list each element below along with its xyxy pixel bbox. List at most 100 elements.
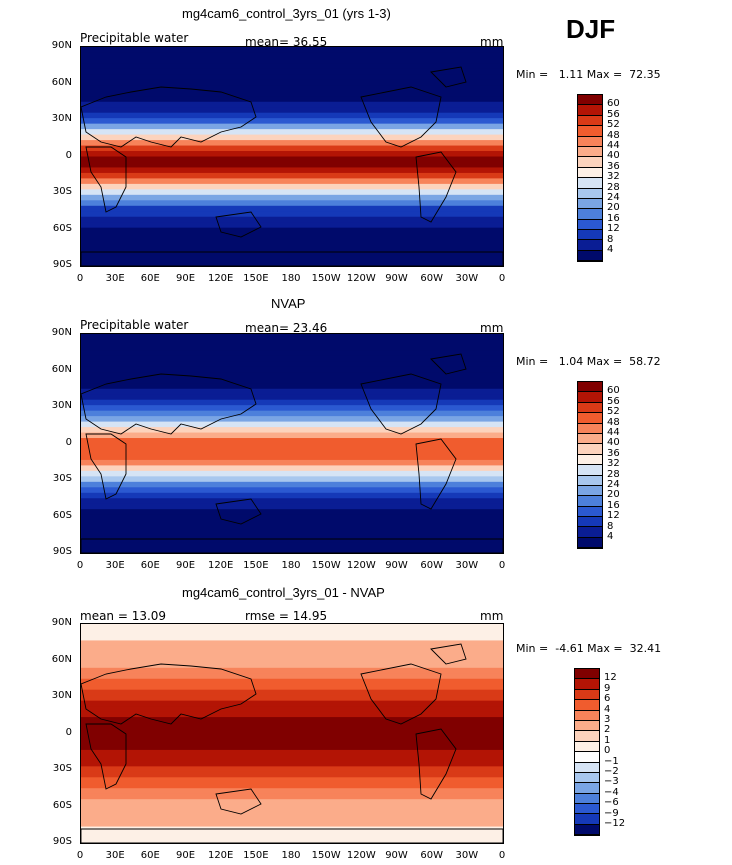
x-tick-label: 90W — [385, 850, 408, 861]
field-band — [81, 151, 503, 158]
panel-3-title: mg4cam6_control_3yrs_01 - NVAP — [182, 585, 385, 600]
field-band — [81, 140, 503, 147]
x-tick-label: 120E — [207, 850, 234, 861]
coastline — [215, 788, 262, 815]
colorbar-label: 9 — [604, 682, 611, 694]
colorbar-label: 56 — [607, 395, 620, 407]
colorbar-label: 28 — [607, 468, 620, 480]
field-band — [81, 189, 503, 196]
field-band — [81, 815, 503, 822]
field-band — [81, 448, 503, 456]
colorbar-label: −12 — [604, 818, 626, 829]
colorbar-label: 44 — [607, 427, 620, 438]
colorbar-swatch — [578, 167, 602, 179]
colorbar-label: 4 — [607, 244, 614, 255]
field-band — [81, 492, 503, 499]
x-tick-label: 60E — [140, 560, 160, 571]
panel-3-units: mm — [480, 609, 504, 623]
field-band — [81, 85, 503, 92]
colorbar-swatch — [575, 804, 599, 815]
x-tick-label: 0 — [498, 850, 506, 861]
field-band — [81, 624, 503, 631]
panel-2-title: NVAP — [271, 296, 306, 311]
panel-1-title: mg4cam6_control_3yrs_01 (yrs 1-3) — [182, 6, 391, 21]
field-band — [81, 673, 503, 680]
x-tick-label: 150W — [311, 850, 341, 861]
x-tick-label: 120E — [207, 273, 234, 284]
field-band — [81, 238, 503, 245]
colorbar-label: 60 — [607, 385, 620, 397]
colorbar-label: 32 — [607, 171, 620, 183]
field-band — [81, 194, 503, 201]
field-band — [81, 788, 503, 795]
colorbar-swatch — [578, 230, 602, 241]
colorbar-swatch — [575, 814, 599, 825]
colorbar-label: 48 — [607, 129, 620, 141]
field-band — [81, 377, 503, 384]
field-band — [81, 662, 503, 669]
colorbar-swatch — [578, 402, 602, 414]
colorbar-swatch — [575, 669, 599, 680]
colorbar-swatch — [575, 679, 599, 690]
x-tick-label: 120E — [207, 560, 234, 571]
field-band — [81, 383, 503, 390]
colorbar-label: −6 — [604, 797, 619, 809]
field-band — [81, 760, 503, 767]
field-band — [81, 717, 503, 724]
colorbar-swatch — [578, 198, 602, 210]
coastline — [81, 251, 503, 266]
field-band — [81, 388, 503, 395]
field-band — [81, 211, 503, 218]
colorbar-label: 36 — [607, 160, 620, 172]
field-band — [81, 514, 503, 521]
colorbar-label: 16 — [607, 212, 620, 224]
panel-2-mean: mean= 23.46 — [245, 321, 328, 335]
field-band — [81, 744, 503, 751]
colorbar-swatch — [578, 188, 602, 199]
field-band — [81, 722, 503, 729]
field-band — [81, 755, 503, 762]
panel-3-minmax: Min = -4.61 Max = 32.41 — [516, 642, 662, 655]
field-band — [81, 405, 503, 412]
x-tick-label: 30W — [455, 560, 479, 571]
field-band — [81, 244, 503, 251]
colorbar-swatch — [578, 527, 602, 538]
field-band — [81, 394, 503, 401]
field-band — [81, 498, 503, 505]
y-tick-label: 60N — [51, 363, 72, 375]
x-tick-label: 30W — [455, 850, 479, 861]
x-tick-label: 120W — [346, 273, 376, 284]
field-band — [81, 183, 503, 190]
panel-1-units: mm — [480, 35, 504, 49]
panel-1-variable: Precipitable water — [80, 31, 189, 45]
colorbar-swatch — [578, 105, 602, 116]
field-band — [81, 728, 503, 735]
field-band — [81, 129, 503, 136]
field-band — [81, 832, 503, 839]
x-tick-label: 180 — [281, 560, 301, 571]
field-band — [81, 416, 503, 423]
field-band — [81, 629, 503, 636]
y-tick-label: 90N — [51, 617, 72, 628]
colorbar-label: 40 — [607, 437, 620, 449]
colorbar-swatch — [575, 731, 599, 742]
x-tick-label: 150E — [243, 850, 269, 861]
field-band — [81, 438, 503, 445]
field-band — [81, 476, 503, 483]
y-tick-label: 0 — [65, 436, 72, 448]
colorbar-label: 24 — [607, 192, 620, 203]
x-tick-label: 120W — [346, 850, 376, 861]
panel-1-mean: mean= 36.55 — [245, 35, 328, 49]
field-band — [81, 470, 503, 477]
colorbar-swatch — [578, 496, 602, 507]
colorbar-swatch — [578, 537, 602, 549]
x-tick-label: 120W — [346, 560, 376, 571]
x-tick-label: 60E — [140, 850, 160, 861]
field-band — [81, 172, 503, 179]
field-band — [81, 79, 503, 86]
field-band — [81, 107, 503, 114]
panel-1-colorbar — [577, 94, 603, 263]
y-tick-label: 90S — [52, 259, 72, 270]
y-tick-label: 0 — [65, 726, 72, 738]
coastline — [415, 438, 457, 510]
